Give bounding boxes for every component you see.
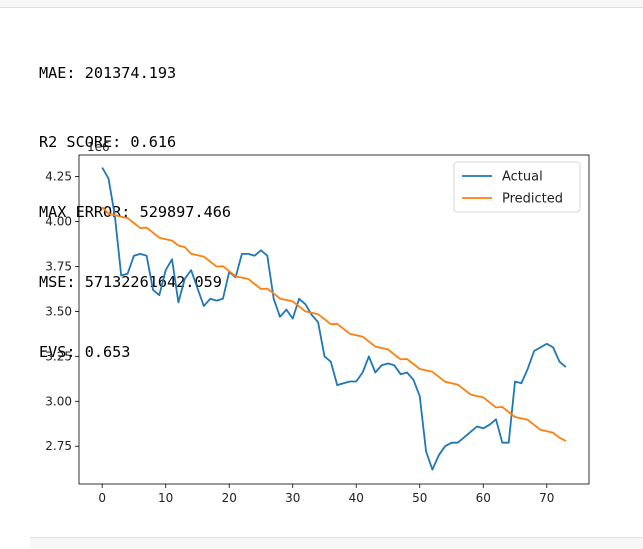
metric-max-error: MAX ERROR: 529897.466 [39,203,232,222]
legend-label-predicted: Predicted [502,192,563,207]
y-tick-label: 3.00 [45,394,72,408]
y-tick-label: 3.25 [45,349,72,363]
y-tick-label: 2.75 [45,439,72,453]
metric-r2-score: R2 SCORE: 0.616 [39,133,177,152]
x-tick-label: 0 [98,491,106,505]
x-tick-label: 20 [222,491,237,505]
legend: Actual Predicted [453,161,581,213]
y-tick-label: 4.25 [45,170,72,184]
legend-box [453,161,581,213]
series-line-predicted [101,206,567,442]
previous-cell[interactable] [0,0,643,8]
legend-label-actual: Actual [502,170,543,185]
series-line-actual [101,167,567,471]
y-offset-text: 1e6 [87,140,110,154]
plot-frame [78,154,590,485]
y-tick-label: 3.50 [45,304,72,318]
x-tick-label: 70 [539,491,554,505]
x-tick-label: 10 [158,491,173,505]
x-tick-label: 30 [285,491,300,505]
metric-evs: EVS: 0.653 [39,343,131,362]
x-tick-label: 50 [412,491,427,505]
x-tick-label: 40 [349,491,364,505]
next-cell[interactable] [30,537,643,549]
x-tick-label: 60 [476,491,491,505]
y-tick-label: 4.00 [45,215,72,229]
y-tick-label: 3.75 [45,259,72,273]
metric-mse: MSE: 57132261642.059 [39,273,222,292]
metrics-output: MAE: 201374.193 R2 SCORE: 0.616 MAX ERRO… [39,15,231,388]
metric-mae: MAE: 201374.193 [39,63,177,82]
